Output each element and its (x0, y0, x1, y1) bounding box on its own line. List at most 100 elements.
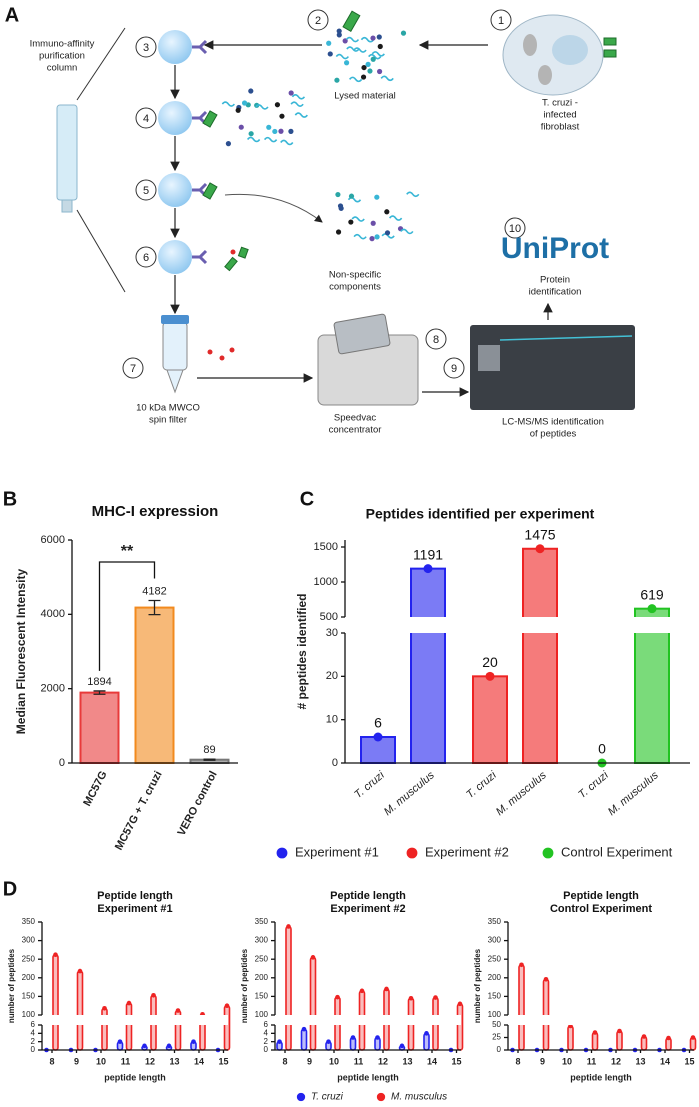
particle (221, 101, 236, 107)
x-tick-label: 15 (218, 1056, 228, 1066)
label: Non-specific (329, 270, 382, 281)
data-point (224, 1003, 230, 1008)
particle (334, 77, 340, 83)
step-badge (443, 357, 465, 379)
x-tick-label: 14 (660, 1056, 670, 1066)
x-tick-label: 8 (282, 1056, 287, 1066)
spin-tube (162, 321, 188, 371)
y-tick-label: 300 (22, 936, 36, 945)
bar (309, 956, 317, 1051)
panel-label: D (3, 878, 17, 900)
x-axis-label: peptide length (337, 1072, 399, 1082)
y-tick-label: 0 (59, 757, 65, 769)
step-number: 6 (143, 252, 149, 264)
step-number: 7 (130, 363, 136, 375)
y-tick-label: 350 (488, 917, 502, 926)
bar (300, 1028, 308, 1051)
bead (158, 30, 192, 64)
value-label: 4182 (142, 585, 166, 597)
value-label: 20 (482, 654, 498, 670)
chart-title: Peptide length (563, 890, 639, 902)
data-point (384, 986, 389, 992)
particle (280, 139, 294, 146)
panel-a-graphics (56, 10, 635, 410)
chart-subtitle: Experiment #1 (97, 903, 172, 915)
y-tick-label: 6000 (41, 534, 65, 546)
chart-subtitle: Experiment #2 (330, 903, 405, 915)
data-point (433, 995, 438, 1000)
bar (101, 1007, 108, 1051)
x-tick-label: VERO control (176, 769, 220, 838)
data-point (350, 1035, 356, 1040)
y-tick-label: 350 (22, 917, 36, 926)
significance-bracket (98, 561, 156, 671)
axis-break-gap (271, 1015, 461, 1025)
step-number: 2 (315, 15, 321, 27)
x-tick-label: 10 (96, 1056, 106, 1066)
column (56, 104, 78, 201)
label: T. cruzi - (542, 98, 578, 109)
particle (335, 229, 342, 235)
y-tick-label: 1000 (314, 576, 338, 588)
x-axis-label: peptide length (570, 1072, 632, 1082)
x-tick-label: 12 (611, 1056, 621, 1066)
y-tick-label: 4 (31, 1028, 36, 1037)
label: Lysed material (334, 91, 395, 102)
data-point (690, 1035, 696, 1040)
x-axis-label: peptide length (104, 1072, 166, 1082)
particle (353, 47, 367, 53)
y-tick-label: 200 (488, 973, 502, 982)
value-label: 89 (203, 744, 215, 756)
legend-label: T. cruzi (311, 1092, 344, 1103)
x-tick-label: T. cruzi (464, 769, 499, 801)
ms-source (478, 345, 500, 371)
bar (410, 567, 446, 764)
chart-title: Peptide length (330, 890, 406, 902)
speedvac-lid (333, 313, 391, 355)
particle (291, 94, 306, 100)
step-number: 10 (509, 223, 521, 235)
mhc-complexes (202, 10, 617, 272)
bar (634, 607, 670, 764)
y-tick-label: 0 (264, 1045, 269, 1054)
y-tick-label: 150 (22, 992, 36, 1001)
legend-label: Control Experiment (561, 844, 673, 859)
y-tick-label: 200 (255, 973, 269, 982)
y-tick-label: 250 (22, 954, 36, 963)
particle (353, 233, 367, 240)
step-badge (135, 246, 157, 268)
bar (567, 1025, 574, 1051)
nucleus (552, 35, 588, 65)
data-point (117, 1039, 123, 1044)
label: 10 kDa MWCO (136, 403, 200, 414)
x-tick-label: 13 (635, 1056, 645, 1066)
particle (294, 112, 308, 118)
particle (255, 104, 269, 110)
particle (406, 191, 420, 198)
y-tick-label: 250 (255, 954, 269, 963)
bar (472, 675, 508, 764)
particle (248, 131, 254, 137)
particle (246, 136, 261, 143)
particle (400, 228, 414, 235)
chart-title: MHC-I expression (92, 503, 219, 520)
data-point (286, 924, 291, 929)
error-bar (148, 599, 161, 616)
bar (423, 1032, 430, 1051)
data-point (399, 1043, 405, 1049)
x-tick-label: 9 (540, 1056, 545, 1066)
y-axis-label: # peptides identified (295, 593, 309, 709)
data-point (666, 1035, 671, 1041)
x-tick-label: MC57G (81, 769, 109, 808)
data-point (102, 1006, 107, 1011)
x-tick-label: 8 (515, 1056, 520, 1066)
chart-title: Peptides identified per experiment (366, 506, 595, 522)
y-tick-label: 150 (255, 992, 269, 1001)
x-tick-label: T. cruzi (352, 769, 387, 801)
bar (616, 1030, 623, 1051)
legend-label: Experiment #1 (295, 844, 379, 859)
data-point (175, 1008, 181, 1013)
step-badge (307, 9, 329, 31)
particle (225, 141, 232, 147)
